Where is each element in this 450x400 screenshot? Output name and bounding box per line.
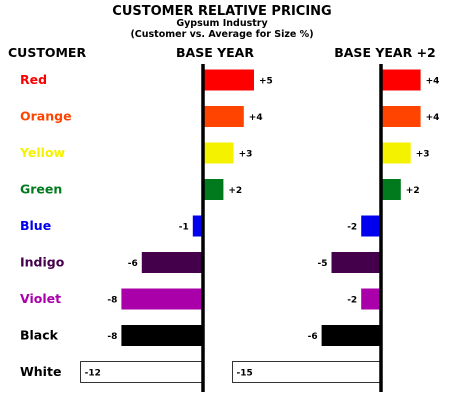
bar-base-year-red bbox=[203, 69, 254, 91]
bar-base-year-black bbox=[121, 325, 203, 346]
data-label-base-year-plus-2-blue: -2 bbox=[347, 223, 357, 233]
data-label-base-year-green: +2 bbox=[228, 186, 242, 196]
bar-base-year-orange bbox=[203, 106, 244, 127]
data-label-base-year-yellow: +3 bbox=[239, 150, 253, 160]
data-label-base-year-plus-2-black: -6 bbox=[308, 332, 318, 342]
bar-base-year-plus-2-blue bbox=[361, 215, 381, 237]
customer-label-white: White bbox=[20, 364, 61, 379]
bar-base-year-indigo bbox=[141, 252, 203, 273]
bar-base-year-plus-2-green bbox=[381, 179, 401, 200]
series-header-base-year: BASE YEAR bbox=[176, 45, 254, 60]
bar-base-year-yellow bbox=[203, 142, 234, 164]
data-label-base-year-plus-2-yellow: +3 bbox=[416, 150, 430, 160]
customer-label-red: Red bbox=[20, 72, 47, 87]
bar-base-year-plus-2-red bbox=[381, 69, 421, 91]
data-label-base-year-plus-2-indigo: -5 bbox=[318, 259, 328, 269]
bar-base-year-plus-2-white bbox=[232, 361, 382, 383]
data-label-base-year-red: +5 bbox=[259, 77, 273, 87]
customer-labels: Red Orange Yellow Green Blue Indigo Violet Blac… bbox=[19, 72, 72, 379]
chart-title: CUSTOMER RELATIVE PRICING bbox=[112, 4, 331, 19]
zero-axes bbox=[201, 64, 383, 392]
bar-base-year-green bbox=[203, 179, 224, 200]
bar-base-year-plus-2-violet bbox=[361, 288, 381, 310]
bar-base-year-plus-2-black bbox=[321, 325, 381, 346]
chart-subtitle-line2: (Customer vs. Average for Size %) bbox=[130, 29, 313, 40]
bar-base-year-plus-2-indigo bbox=[331, 252, 381, 273]
chart-subtitle-line1: Gypsum Industry bbox=[176, 18, 268, 29]
customer-label-blue: Blue bbox=[20, 218, 51, 233]
data-label-base-year-plus-2-white: -15 bbox=[237, 369, 253, 379]
series-header-base-year-plus-2: BASE YEAR +2 bbox=[334, 45, 436, 60]
bar-base-year-plus-2-orange bbox=[381, 106, 421, 127]
bars: +5 +4 +3 +2 -1 -6 -8 -8 -12 +4 +4 +3 +2 -2 -5 -2 -6 -15 bbox=[80, 69, 440, 383]
data-label-base-year-plus-2-orange: +4 bbox=[426, 113, 440, 123]
customer-column-header: CUSTOMER bbox=[8, 45, 86, 60]
customer-label-green: Green bbox=[20, 182, 62, 197]
data-label-base-year-blue: -1 bbox=[179, 223, 189, 233]
data-label-base-year-indigo: -6 bbox=[128, 259, 138, 269]
data-label-base-year-violet: -8 bbox=[107, 296, 117, 306]
customer-label-orange: Orange bbox=[20, 109, 72, 124]
customer-label-violet: Violet bbox=[20, 291, 61, 306]
data-label-base-year-orange: +4 bbox=[249, 113, 263, 123]
data-label-base-year-plus-2-red: +4 bbox=[426, 77, 440, 87]
bar-base-year-plus-2-yellow bbox=[381, 142, 411, 164]
data-label-base-year-black: -8 bbox=[107, 332, 117, 342]
bar-base-year-blue bbox=[192, 215, 203, 237]
customer-label-indigo: Indigo bbox=[20, 255, 65, 270]
data-label-base-year-plus-2-violet: -2 bbox=[347, 296, 357, 306]
data-label-base-year-white: -12 bbox=[85, 369, 101, 379]
bar-base-year-violet bbox=[121, 288, 203, 310]
data-label-base-year-plus-2-green: +2 bbox=[406, 186, 420, 196]
customer-label-black: Black bbox=[20, 328, 59, 343]
customer-label-yellow: Yellow bbox=[19, 145, 66, 160]
